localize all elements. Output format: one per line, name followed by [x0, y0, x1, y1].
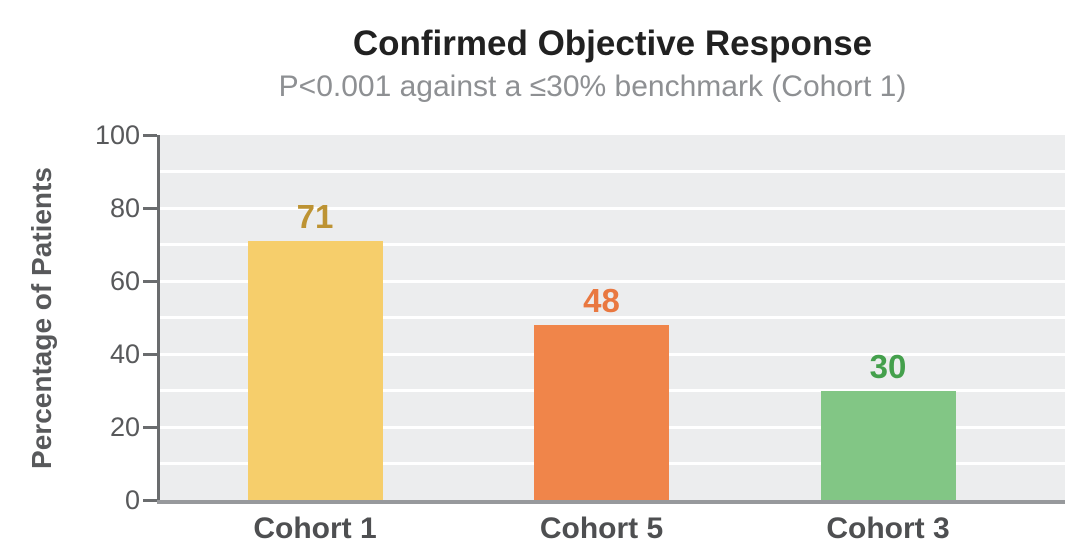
y-tick-label: 80 [109, 192, 140, 223]
y-tick-label: 60 [109, 265, 140, 296]
x-tick-label-cohort-3: Cohort 3 [826, 512, 950, 545]
gridline [160, 206, 1065, 210]
gridline [160, 316, 1065, 319]
plot-area [160, 135, 1065, 500]
y-axis-line [157, 135, 160, 500]
x-axis-line [157, 500, 1065, 504]
bar-value-label: 30 [869, 347, 907, 385]
bar-value-label: 48 [583, 281, 620, 319]
gridline [160, 170, 1065, 173]
y-tick-label: 0 [124, 484, 140, 515]
y-tick-mark [143, 352, 157, 356]
y-tick-label: 100 [94, 119, 140, 150]
y-tick-label: 40 [109, 338, 140, 369]
chart-title: Confirmed Objective Response [352, 24, 873, 63]
gridline [160, 243, 1065, 246]
chart-subtitle: P<0.001 against a ≤30% benchmark (Cohort… [278, 70, 907, 103]
y-tick-mark [143, 498, 157, 502]
y-tick-mark [143, 206, 157, 210]
x-tick-label-cohort-1: Cohort 1 [253, 512, 377, 545]
gridline [160, 279, 1065, 283]
bar-cohort-1 [247, 240, 383, 500]
y-tick-label: 20 [109, 411, 140, 442]
y-tick-mark [143, 279, 157, 283]
bar-cohort-3 [820, 390, 956, 500]
y-tick-mark [143, 133, 157, 137]
x-tick-label-cohort-5: Cohort 5 [539, 512, 664, 545]
y-tick-mark [143, 425, 157, 429]
bar-cohort-5 [534, 324, 669, 500]
bar-value-label: 71 [296, 197, 334, 235]
